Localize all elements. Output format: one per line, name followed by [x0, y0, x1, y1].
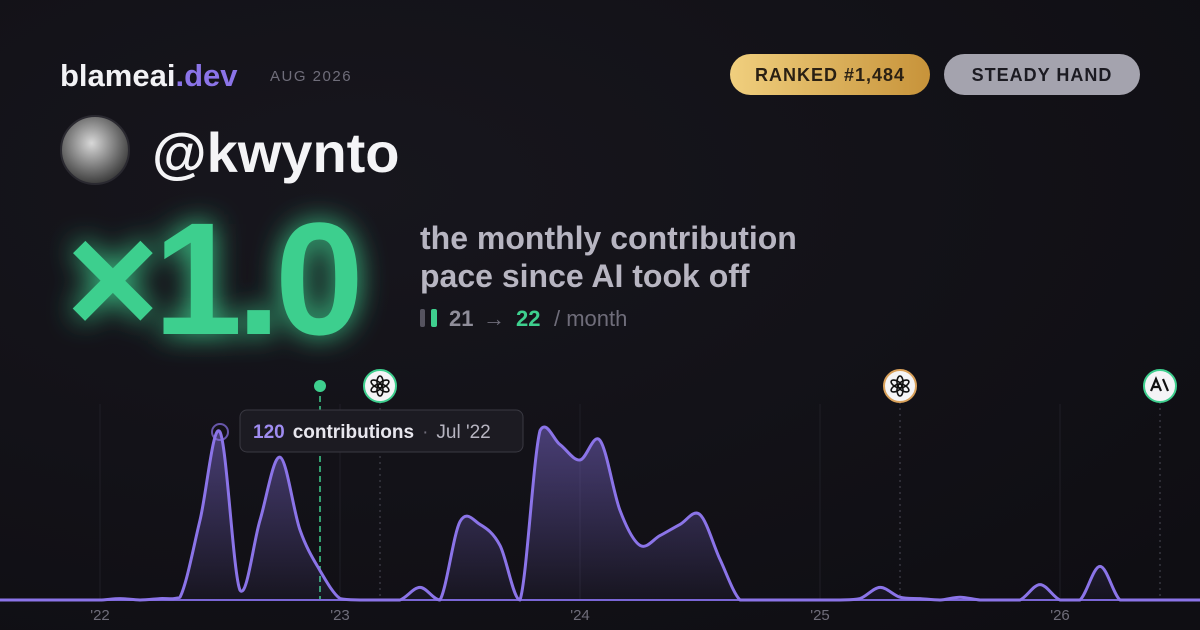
brand-name: blameai — [60, 58, 175, 93]
event-glyph — [890, 379, 903, 389]
area — [0, 426, 1200, 600]
description-line: pace since AI took off — [420, 258, 750, 294]
hover-ring — [211, 423, 229, 441]
event-glyph — [370, 379, 383, 389]
title-badge — [944, 54, 1140, 95]
pace-before: 21 — [449, 306, 473, 331]
line — [0, 425, 1200, 602]
event-icon — [883, 369, 917, 403]
brand: blameai.dev — [60, 58, 238, 93]
tooltip-label: contributions — [293, 422, 414, 443]
tooltip-box — [239, 409, 524, 453]
date: AUG 2026 — [270, 68, 352, 85]
title-text: STEADY HAND — [972, 65, 1113, 85]
tooltip-separator: · — [422, 422, 428, 443]
avatar — [60, 115, 130, 185]
description-line: the monthly contribution — [420, 220, 797, 256]
tooltip-date: Jul '22 — [436, 422, 490, 443]
x-tick-label: '22 — [90, 607, 110, 624]
rank-text: RANKED #1,484 — [755, 65, 905, 85]
multiplier: ×1.0 — [66, 189, 358, 368]
pace-arrow: → — [483, 306, 505, 331]
x-tick-label: '23 — [330, 607, 350, 624]
x-tick-label: '26 — [1050, 607, 1070, 624]
rank-badge — [730, 54, 930, 95]
handle: @kwynto — [152, 121, 400, 184]
pace-icon — [431, 309, 437, 327]
x-tick-label: '24 — [570, 607, 590, 624]
pace-unit: / month — [554, 306, 627, 331]
pace-icon — [420, 309, 425, 327]
brand-suffix: .dev — [175, 58, 238, 93]
x-tick-label: '25 — [810, 607, 830, 624]
event-glyph — [1149, 376, 1170, 392]
tooltip-value: 120 — [253, 422, 285, 443]
chart: '22 '23 '24 '25 '26 120 contributions · Jul '22 — [0, 369, 1200, 624]
tooltip-text: 120 contributions · Jul '22 — [253, 422, 491, 443]
event-icon — [363, 369, 397, 403]
pace-after: 22 — [516, 306, 540, 331]
event-dot — [314, 380, 326, 392]
